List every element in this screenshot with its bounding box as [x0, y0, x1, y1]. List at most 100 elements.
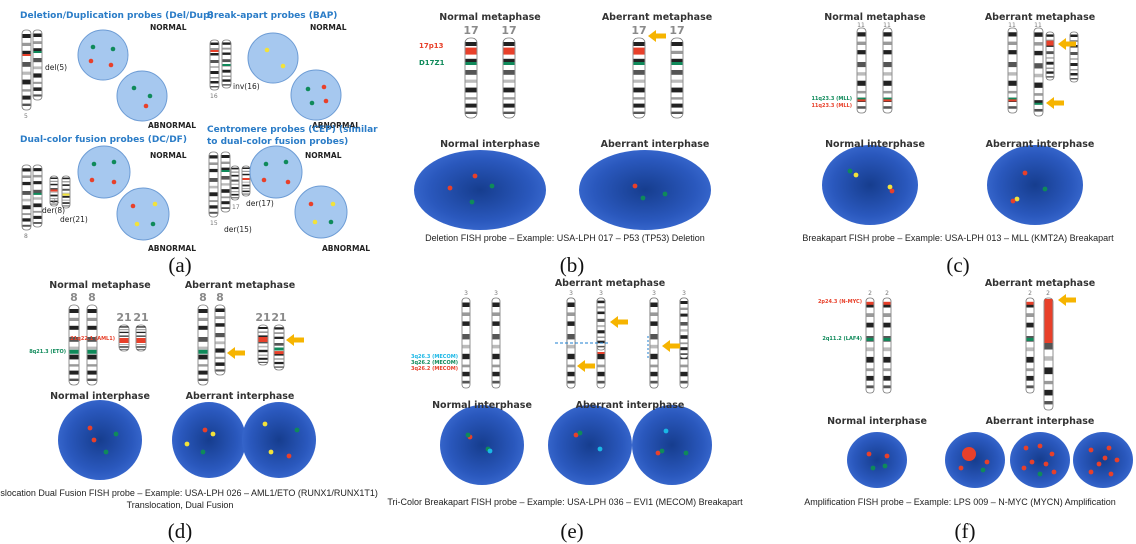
band	[463, 372, 470, 377]
band	[222, 176, 230, 180]
label: Breakapart FISH probe – Example: USA-LPH…	[802, 233, 1114, 243]
label: Aberrant interphase	[986, 416, 1095, 427]
band	[681, 381, 688, 384]
label: Aberrant interphase	[576, 400, 685, 411]
label: Centromere probes (CEP) (similar	[207, 125, 378, 135]
band	[1071, 63, 1078, 66]
band	[232, 175, 239, 177]
band	[568, 303, 575, 308]
band	[568, 321, 575, 326]
band	[1009, 72, 1017, 75]
band	[634, 104, 645, 108]
band	[568, 345, 575, 349]
band	[1071, 78, 1078, 80]
signal	[985, 460, 990, 465]
band	[223, 79, 231, 81]
band	[884, 347, 891, 351]
band	[223, 76, 231, 77]
probe-band	[70, 350, 79, 354]
signal	[684, 451, 689, 456]
band	[216, 362, 225, 366]
band	[120, 349, 129, 350]
band	[63, 178, 70, 180]
band	[1009, 91, 1017, 94]
signal	[1024, 446, 1029, 451]
signal	[1038, 472, 1043, 477]
band	[1047, 57, 1054, 59]
band	[681, 301, 688, 304]
signal	[322, 85, 327, 90]
signal	[114, 432, 119, 437]
band	[51, 195, 58, 197]
label: Deletion FISH probe – Example: USA-LPH 0…	[425, 233, 705, 243]
band	[1047, 62, 1054, 65]
band	[493, 365, 500, 368]
label: 17	[631, 24, 646, 37]
label: (a)	[168, 253, 191, 277]
band	[651, 372, 658, 377]
band	[884, 106, 892, 109]
band	[34, 168, 42, 171]
signal	[284, 160, 289, 165]
band	[63, 181, 70, 182]
band	[223, 84, 231, 85]
band	[598, 346, 605, 348]
band	[199, 355, 208, 360]
probe-band	[867, 338, 874, 341]
signal	[286, 180, 291, 185]
probe-band	[1047, 41, 1054, 46]
signal	[488, 449, 493, 454]
probe-band	[63, 194, 70, 196]
signal	[981, 468, 986, 473]
label: Aberrant metaphase	[602, 12, 712, 23]
band	[23, 205, 31, 209]
band	[243, 188, 250, 189]
band	[672, 112, 683, 114]
label: Normal metaphase	[49, 280, 150, 291]
label: 2	[868, 290, 872, 297]
label: 3q26.2 (MECOM)	[411, 366, 458, 372]
band	[568, 334, 575, 339]
band	[858, 62, 866, 67]
band	[1027, 385, 1034, 388]
band	[120, 344, 129, 345]
band	[1035, 74, 1043, 78]
band	[568, 354, 575, 359]
band	[120, 335, 129, 337]
signal	[848, 169, 853, 174]
signal	[633, 184, 638, 189]
signal	[111, 47, 116, 52]
signal	[265, 48, 270, 53]
cell	[250, 146, 302, 198]
signal	[262, 178, 267, 183]
band	[1045, 401, 1053, 404]
band	[63, 196, 70, 198]
band	[222, 201, 230, 204]
band	[1035, 83, 1043, 88]
signal	[112, 180, 117, 185]
band	[223, 48, 231, 50]
band	[598, 330, 605, 333]
band	[232, 184, 239, 185]
probe-band	[199, 350, 208, 354]
band	[672, 70, 683, 75]
label: 21	[255, 311, 270, 324]
label: to dual-color fusion probes)	[207, 137, 348, 147]
band	[463, 354, 470, 359]
band	[211, 81, 219, 84]
band	[23, 218, 31, 221]
signal	[660, 449, 665, 454]
signal	[313, 220, 318, 225]
label: 3	[652, 290, 656, 297]
band	[1035, 51, 1043, 55]
probe-band	[1009, 98, 1017, 100]
band	[222, 196, 230, 198]
probe-band	[598, 352, 605, 354]
band	[493, 312, 500, 316]
band	[34, 66, 42, 69]
probe-band	[120, 338, 129, 343]
signal	[890, 189, 895, 194]
label: der(8)	[42, 206, 65, 215]
band	[70, 318, 79, 321]
label: NORMAL	[305, 151, 342, 160]
